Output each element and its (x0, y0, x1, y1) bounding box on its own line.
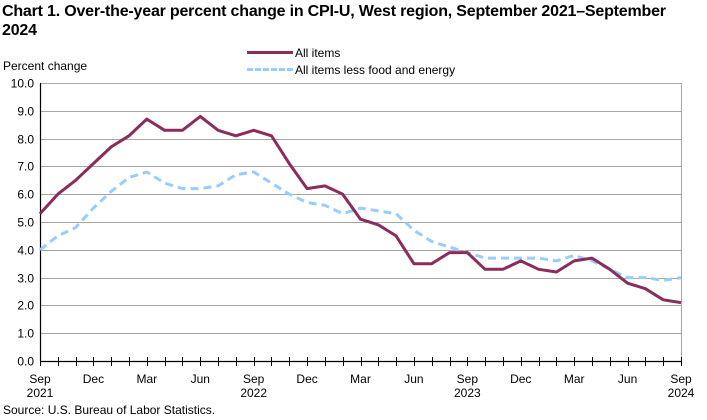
x-tick-label-month: Mar (136, 372, 157, 386)
y-tick-label: 7.0 (17, 160, 34, 174)
legend-swatch-core (247, 68, 293, 71)
series-line-all-items (38, 114, 682, 305)
y-tick-label: 3.0 (17, 272, 34, 286)
x-tick-label-month: Sep (457, 372, 479, 386)
y-tick-label: 9.0 (17, 105, 34, 119)
x-tick-label-month: Dec (510, 372, 531, 386)
y-tick-label: 1.0 (17, 327, 34, 341)
y-tick-label: 0.0 (17, 355, 34, 369)
x-tick-label-year: 2021 (27, 386, 54, 400)
x-tick-label-year: 2024 (668, 386, 695, 400)
y-tick-label: 2.0 (17, 299, 34, 313)
x-tick-label-month: Sep (243, 372, 265, 386)
x-tick-label-month: Jun (618, 372, 637, 386)
legend-item-core: All items less food and energy (247, 61, 455, 78)
x-tick-label-year: 2023 (454, 386, 481, 400)
y-tick-label: 8.0 (17, 133, 34, 147)
source-note: Source: U.S. Bureau of Labor Statistics. (3, 403, 216, 417)
x-tick-label-month: Dec (296, 372, 317, 386)
x-tick-label-month: Jun (404, 372, 423, 386)
legend: All items All items less food and energy (247, 44, 455, 78)
x-tick-label-month: Sep (670, 372, 692, 386)
series-line-core (39, 170, 682, 282)
x-tick-label-month: Jun (191, 372, 210, 386)
x-tick-label-year: 2022 (240, 386, 267, 400)
y-tick-label: 4.0 (17, 244, 34, 258)
legend-swatch-all-items (247, 51, 293, 54)
y-tick-label: 6.0 (17, 188, 34, 202)
x-tick-label-month: Sep (29, 372, 51, 386)
x-tick-label-month: Mar (564, 372, 585, 386)
y-axis-label: Percent change (3, 59, 88, 73)
y-tick-label: 5.0 (17, 216, 34, 230)
legend-label: All items (295, 45, 341, 60)
chart-title: Chart 1. Over-the-year percent change in… (2, 3, 666, 39)
x-tick-label-month: Mar (350, 372, 371, 386)
x-tick-label-month: Dec (83, 372, 104, 386)
y-tick-label: 10.0 (11, 77, 35, 91)
legend-item-all-items: All items (247, 44, 455, 61)
legend-label: All items less food and energy (295, 62, 456, 77)
